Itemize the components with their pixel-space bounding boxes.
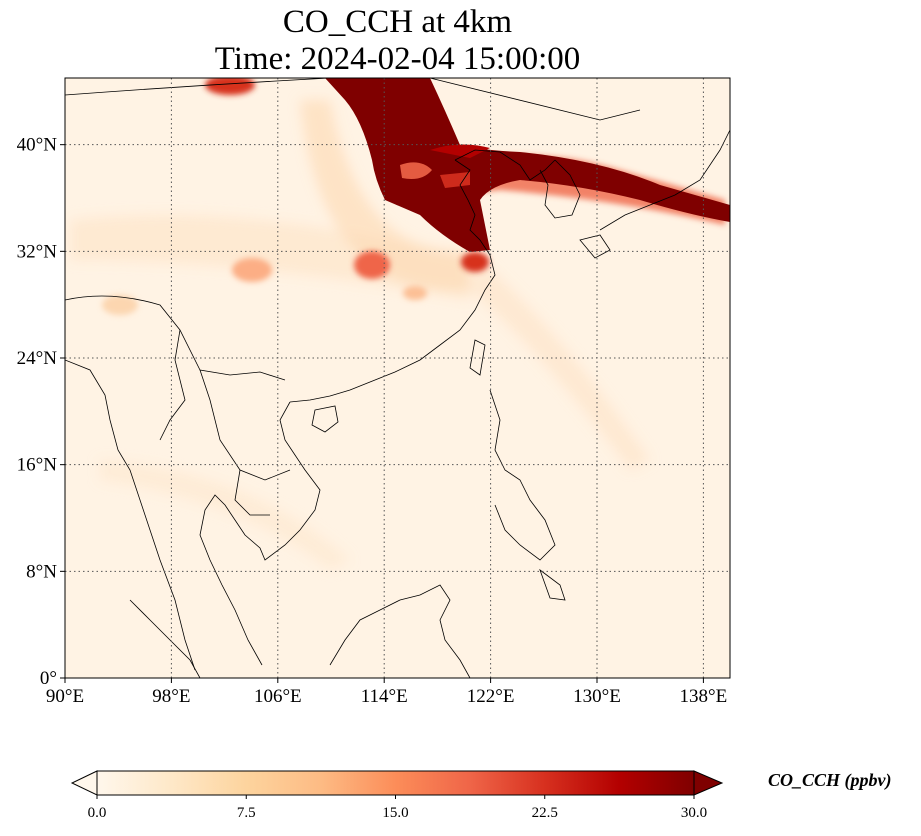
- map-frame: [64, 77, 731, 679]
- lon-tick-label: 122°E: [467, 686, 515, 707]
- colorbar-tick-label: 30.0: [681, 805, 707, 821]
- map-title-line1: CO_CCH at 4km: [282, 4, 513, 40]
- lon-tick-label: 114°E: [361, 686, 408, 707]
- longitude-ticks: 90°E 98°E 106°E 114°E 122°E 130°E 138°E: [46, 678, 727, 707]
- lon-tick-label: 138°E: [680, 686, 728, 707]
- concentration-field-high: [325, 78, 730, 252]
- latitude-ticks: 0° 8°N 16°N 24°N 32°N 40°N: [17, 135, 65, 689]
- colorbar: 0.0 7.5 15.0 22.5 30.0: [70, 770, 724, 821]
- colorbar-tick-label: 22.5: [532, 805, 558, 821]
- colorbar-extend-max: [693, 770, 724, 796]
- lat-tick-label: 24°N: [17, 348, 58, 369]
- colorbar-gradient: [97, 771, 694, 795]
- lat-tick-label: 32°N: [17, 241, 58, 262]
- lat-tick-label: 40°N: [17, 135, 58, 156]
- colorbar-extend-min: [70, 770, 98, 796]
- map-title-line2: Time: 2024-02-04 15:00:00: [214, 41, 581, 77]
- colorbar-ticks: 0.0 7.5 15.0 22.5 30.0: [88, 795, 707, 821]
- lat-tick-label: 16°N: [17, 455, 58, 476]
- coastlines: [65, 78, 730, 678]
- lat-tick-label: 8°N: [26, 561, 57, 582]
- lat-tick-label: 0°: [40, 668, 57, 689]
- gridlines: [65, 78, 730, 678]
- lon-tick-label: 98°E: [152, 686, 190, 707]
- colorbar-label: CO_CCH (ppbv): [768, 770, 892, 790]
- colorbar-tick-label: 15.0: [382, 805, 408, 821]
- colorbar-tick-label: 7.5: [237, 805, 256, 821]
- lon-tick-label: 106°E: [254, 686, 302, 707]
- lon-tick-label: 130°E: [573, 686, 621, 707]
- map-panel: [65, 78, 730, 678]
- colorbar-tick-label: 0.0: [88, 805, 107, 821]
- lon-tick-label: 90°E: [46, 686, 84, 707]
